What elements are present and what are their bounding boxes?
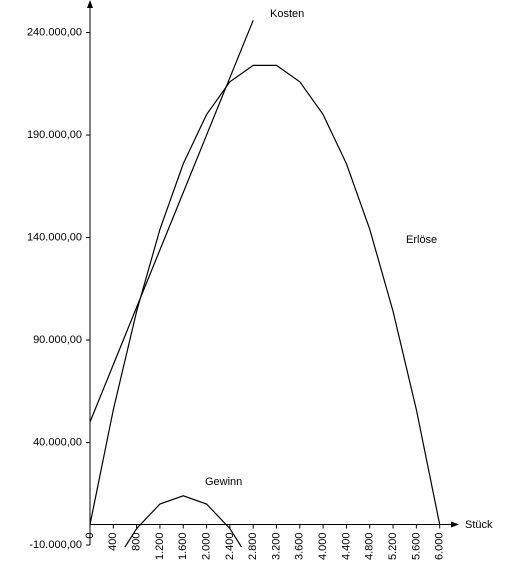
series-label: Erlöse	[406, 234, 437, 246]
x-tick-label: 5.200	[387, 533, 399, 561]
series-label: Gewinn	[205, 476, 242, 488]
y-tick-label: 40.000,00	[33, 436, 82, 448]
x-tick-label: 2.800	[247, 533, 259, 561]
series-label: Kosten	[270, 8, 304, 20]
x-axis-label: Stück	[465, 519, 493, 531]
x-tick-label: 1.200	[154, 533, 166, 561]
x-tick-label: 4.400	[340, 533, 352, 561]
x-tick-label: 1.600	[177, 533, 189, 561]
x-tick-label: 0	[84, 533, 96, 539]
x-tick-label: 3.200	[270, 533, 282, 561]
y-tick-label: 240.000,00	[27, 27, 82, 39]
line	[89, 64, 441, 525]
x-tick-label: 4.800	[364, 533, 376, 561]
x-tick-label: 800	[131, 533, 143, 551]
x-tick-label: 2.400	[224, 533, 236, 561]
line	[124, 495, 243, 548]
y-tick-label: -10.000,00	[29, 539, 82, 551]
y-tick-label: 140.000,00	[27, 231, 82, 243]
x-tick-label: 2.000	[200, 533, 212, 561]
x-tick-label: 400	[107, 533, 119, 551]
x-tick-label: 3.600	[294, 533, 306, 561]
x-tick-label: 5.600	[410, 533, 422, 561]
y-tick-label: 190.000,00	[27, 129, 82, 141]
y-tick-label: 90.000,00	[33, 334, 82, 346]
x-tick-label: 6.000	[434, 533, 446, 561]
x-tick-label: 4.000	[317, 533, 329, 561]
line	[89, 20, 254, 423]
